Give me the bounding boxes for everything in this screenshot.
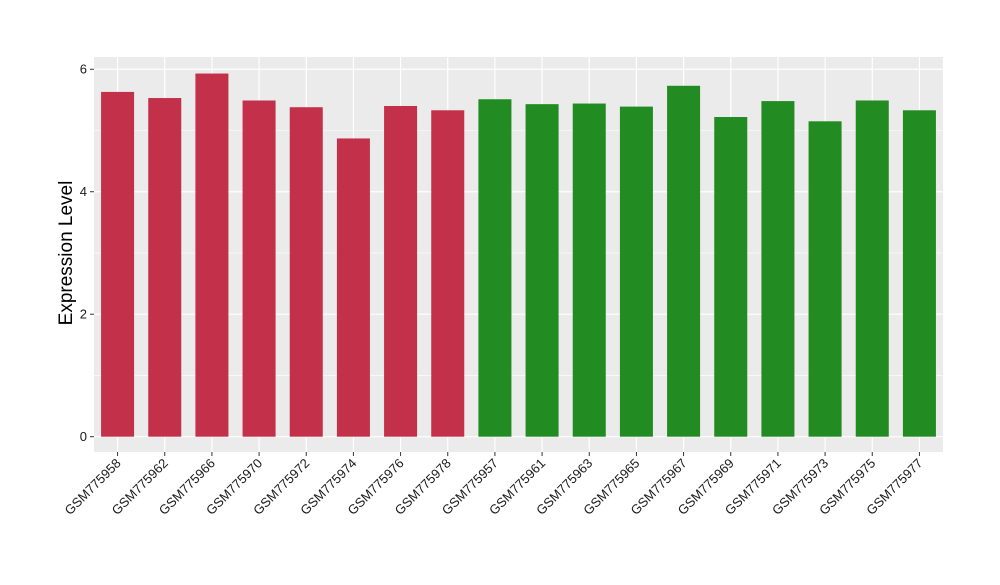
y-tick-label: 0 (80, 429, 87, 444)
bar (902, 110, 936, 437)
y-axis-label: Expression Level (56, 181, 77, 326)
y-tick-label: 4 (80, 184, 87, 199)
bar (195, 73, 229, 437)
bar (148, 98, 182, 437)
bar (289, 107, 323, 437)
x-axis: GSM775958GSM775962GSM775966GSM775970GSM7… (61, 452, 926, 518)
bar (478, 99, 512, 437)
bar (336, 138, 370, 437)
bar (808, 121, 842, 437)
bar (855, 100, 889, 437)
bars (101, 73, 936, 437)
bar (431, 110, 465, 437)
bar (242, 100, 276, 437)
bar (761, 101, 795, 437)
bar (384, 105, 418, 437)
y-tick-label: 6 (80, 62, 87, 77)
bar (572, 103, 606, 437)
bar (619, 106, 653, 437)
bar (667, 85, 701, 437)
bar (101, 91, 135, 437)
y-tick-label: 2 (80, 307, 87, 322)
bar (525, 104, 559, 437)
y-axis: 0 2 4 6 (80, 62, 94, 444)
plot-panel (94, 57, 943, 452)
bar (714, 117, 748, 437)
